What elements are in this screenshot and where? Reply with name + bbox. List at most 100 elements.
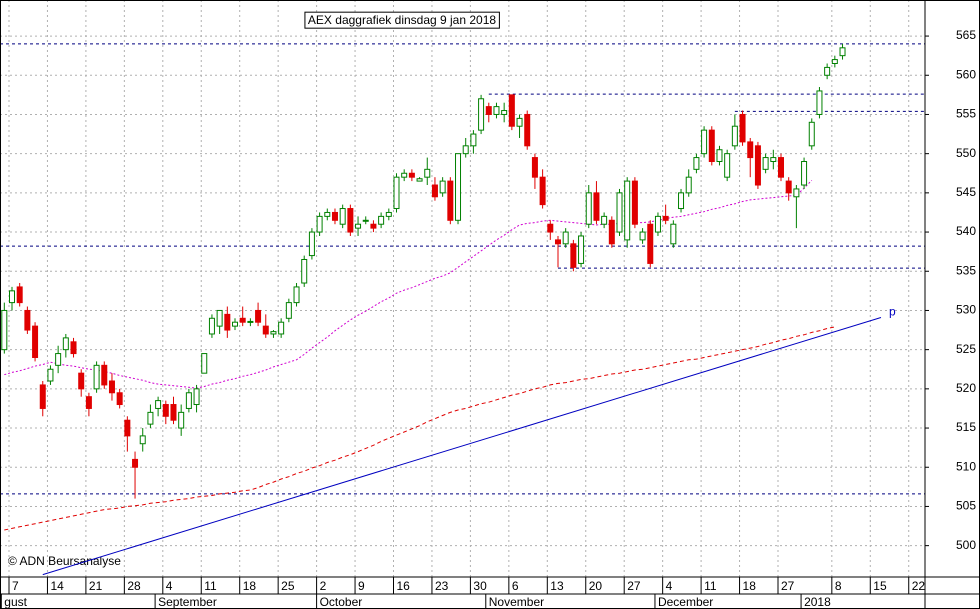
candle-body xyxy=(178,411,185,429)
candle-body xyxy=(508,94,515,127)
candle-body xyxy=(193,388,200,406)
candle-body xyxy=(716,149,723,162)
candle-body xyxy=(147,411,154,425)
candle-body xyxy=(70,341,77,355)
candle-body xyxy=(455,153,462,221)
candle-body xyxy=(570,243,577,268)
y-tick-label: 545 xyxy=(956,185,976,199)
candle-body xyxy=(155,400,162,409)
credit: © ADN Beursanalyse xyxy=(8,554,121,568)
candle-body xyxy=(239,317,246,323)
candle-body xyxy=(747,141,754,159)
candle-body xyxy=(647,223,654,264)
candle-body xyxy=(331,211,338,221)
candle-body xyxy=(24,309,31,331)
y-tick-label: 540 xyxy=(956,224,976,238)
y-tick-label: 530 xyxy=(956,303,976,317)
candle-body xyxy=(501,110,508,115)
x-tick-label: 11 xyxy=(204,579,217,593)
candle-body xyxy=(693,157,700,170)
candle-body xyxy=(770,157,777,162)
candle-body xyxy=(424,168,431,178)
candle-body xyxy=(378,215,385,225)
candle-body xyxy=(347,208,354,233)
trendline-label: p xyxy=(889,305,896,319)
month-label: gust xyxy=(4,595,27,609)
y-tick-label: 525 xyxy=(956,342,976,356)
x-tick-label: 22 xyxy=(912,579,926,593)
candle-body xyxy=(170,404,177,421)
candle-body xyxy=(370,223,377,229)
candle-body xyxy=(624,180,631,241)
candle-body xyxy=(608,219,615,245)
candle-body xyxy=(32,325,39,358)
candle-body xyxy=(93,364,100,390)
month-label: September xyxy=(158,595,217,609)
candle-body xyxy=(431,184,438,198)
candle-body xyxy=(724,153,731,178)
candle-body xyxy=(208,317,215,335)
month-label: October xyxy=(320,595,363,609)
candle-body xyxy=(162,404,169,417)
candle-body xyxy=(785,180,792,194)
y-tick-label: 535 xyxy=(956,263,976,277)
x-tick-label: 7 xyxy=(12,579,19,593)
y-tick-label: 500 xyxy=(956,538,976,552)
candle-body xyxy=(47,368,54,382)
x-tick-label: 21 xyxy=(89,579,103,593)
x-tick-label: 18 xyxy=(243,579,257,593)
candle-body xyxy=(662,215,669,221)
x-tick-label: 25 xyxy=(281,579,295,593)
x-tick-label: 9 xyxy=(358,579,365,593)
month-label: 2018 xyxy=(804,595,831,609)
candle-body xyxy=(116,392,123,406)
candle-body xyxy=(355,223,362,229)
candle-body xyxy=(85,396,92,409)
candle-body xyxy=(408,172,415,178)
title-box xyxy=(304,11,500,29)
candle-body xyxy=(754,145,761,186)
candle-body xyxy=(9,290,15,304)
candle-body xyxy=(447,180,454,221)
candle-body xyxy=(301,258,308,284)
candle-body xyxy=(185,392,192,409)
x-tick-label: 28 xyxy=(127,579,141,593)
candle-body xyxy=(631,180,638,225)
candle-body xyxy=(293,286,300,304)
candle-body xyxy=(270,331,277,335)
x-tick-label: 16 xyxy=(397,579,411,593)
trendline xyxy=(42,317,882,576)
candle-body xyxy=(708,129,715,162)
plot-layer xyxy=(0,0,925,577)
y-tick-label: 515 xyxy=(956,420,976,434)
candle-body xyxy=(778,157,784,178)
candle-body xyxy=(462,145,469,155)
x-tick-label: 15 xyxy=(873,579,887,593)
candle-body xyxy=(531,157,538,178)
y-tick-label: 550 xyxy=(956,146,976,160)
x-tick-label: 30 xyxy=(473,579,487,593)
candle-body xyxy=(485,106,492,115)
candle-body xyxy=(678,192,685,210)
candle-body xyxy=(524,113,531,147)
candle-body xyxy=(55,353,62,366)
candle-body xyxy=(816,90,823,115)
x-tick-label: 27 xyxy=(781,579,795,593)
candle-body xyxy=(324,211,331,217)
candle-body xyxy=(601,215,608,225)
candle-body xyxy=(285,302,292,319)
candle-body xyxy=(1,309,8,351)
candle-body xyxy=(585,192,592,225)
candle-body xyxy=(401,172,408,178)
x-tick-label: 2 xyxy=(320,579,327,593)
candle-body xyxy=(316,215,323,233)
x-tick-label: 14 xyxy=(50,579,64,593)
candle-body xyxy=(247,320,254,323)
x-tick-label: 13 xyxy=(550,579,564,593)
candle-body xyxy=(793,188,800,198)
candle-body xyxy=(639,231,646,241)
candle-body xyxy=(278,321,285,335)
candle-body xyxy=(701,129,708,155)
candle-body xyxy=(308,231,315,257)
